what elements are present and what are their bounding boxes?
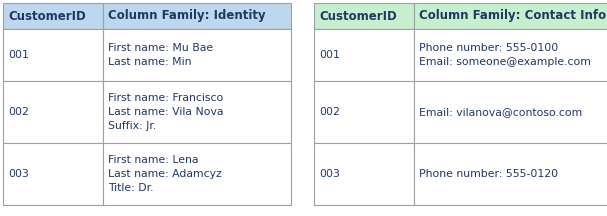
Text: First name: Mu Bae
Last name: Min: First name: Mu Bae Last name: Min [108,43,213,67]
Text: 003: 003 [8,169,29,179]
Text: Phone number: 555-0100
Email: someone@example.com: Phone number: 555-0100 Email: someone@ex… [419,43,591,67]
Text: Column Family: Contact Info: Column Family: Contact Info [419,10,606,22]
Bar [414,143,607,205]
Bar [3,3,103,29]
Bar [414,29,607,81]
Text: CustomerID: CustomerID [8,10,86,22]
Text: Email: vilanova@contoso.com: Email: vilanova@contoso.com [419,107,582,117]
Text: Phone number: 555-0120: Phone number: 555-0120 [419,169,558,179]
Text: 002: 002 [8,107,29,117]
Bar [414,81,607,143]
Text: First name: Lena
Last name: Adamcyz
Title: Dr.: First name: Lena Last name: Adamcyz Titl… [108,155,222,193]
Bar [3,81,103,143]
Bar [3,29,103,81]
Text: 001: 001 [319,50,340,60]
Bar [314,3,414,29]
Bar [103,3,291,29]
Text: 003: 003 [319,169,340,179]
Text: First name: Francisco
Last name: Vila Nova
Suffix: Jr.: First name: Francisco Last name: Vila No… [108,93,223,131]
Bar [3,143,103,205]
Bar [414,3,607,29]
Text: 001: 001 [8,50,29,60]
Bar [314,81,414,143]
Bar [314,29,414,81]
Bar [314,143,414,205]
Bar [103,81,291,143]
Text: Column Family: Identity: Column Family: Identity [108,10,266,22]
Text: 002: 002 [319,107,340,117]
Bar [103,29,291,81]
Text: CustomerID: CustomerID [319,10,397,22]
Bar [103,143,291,205]
